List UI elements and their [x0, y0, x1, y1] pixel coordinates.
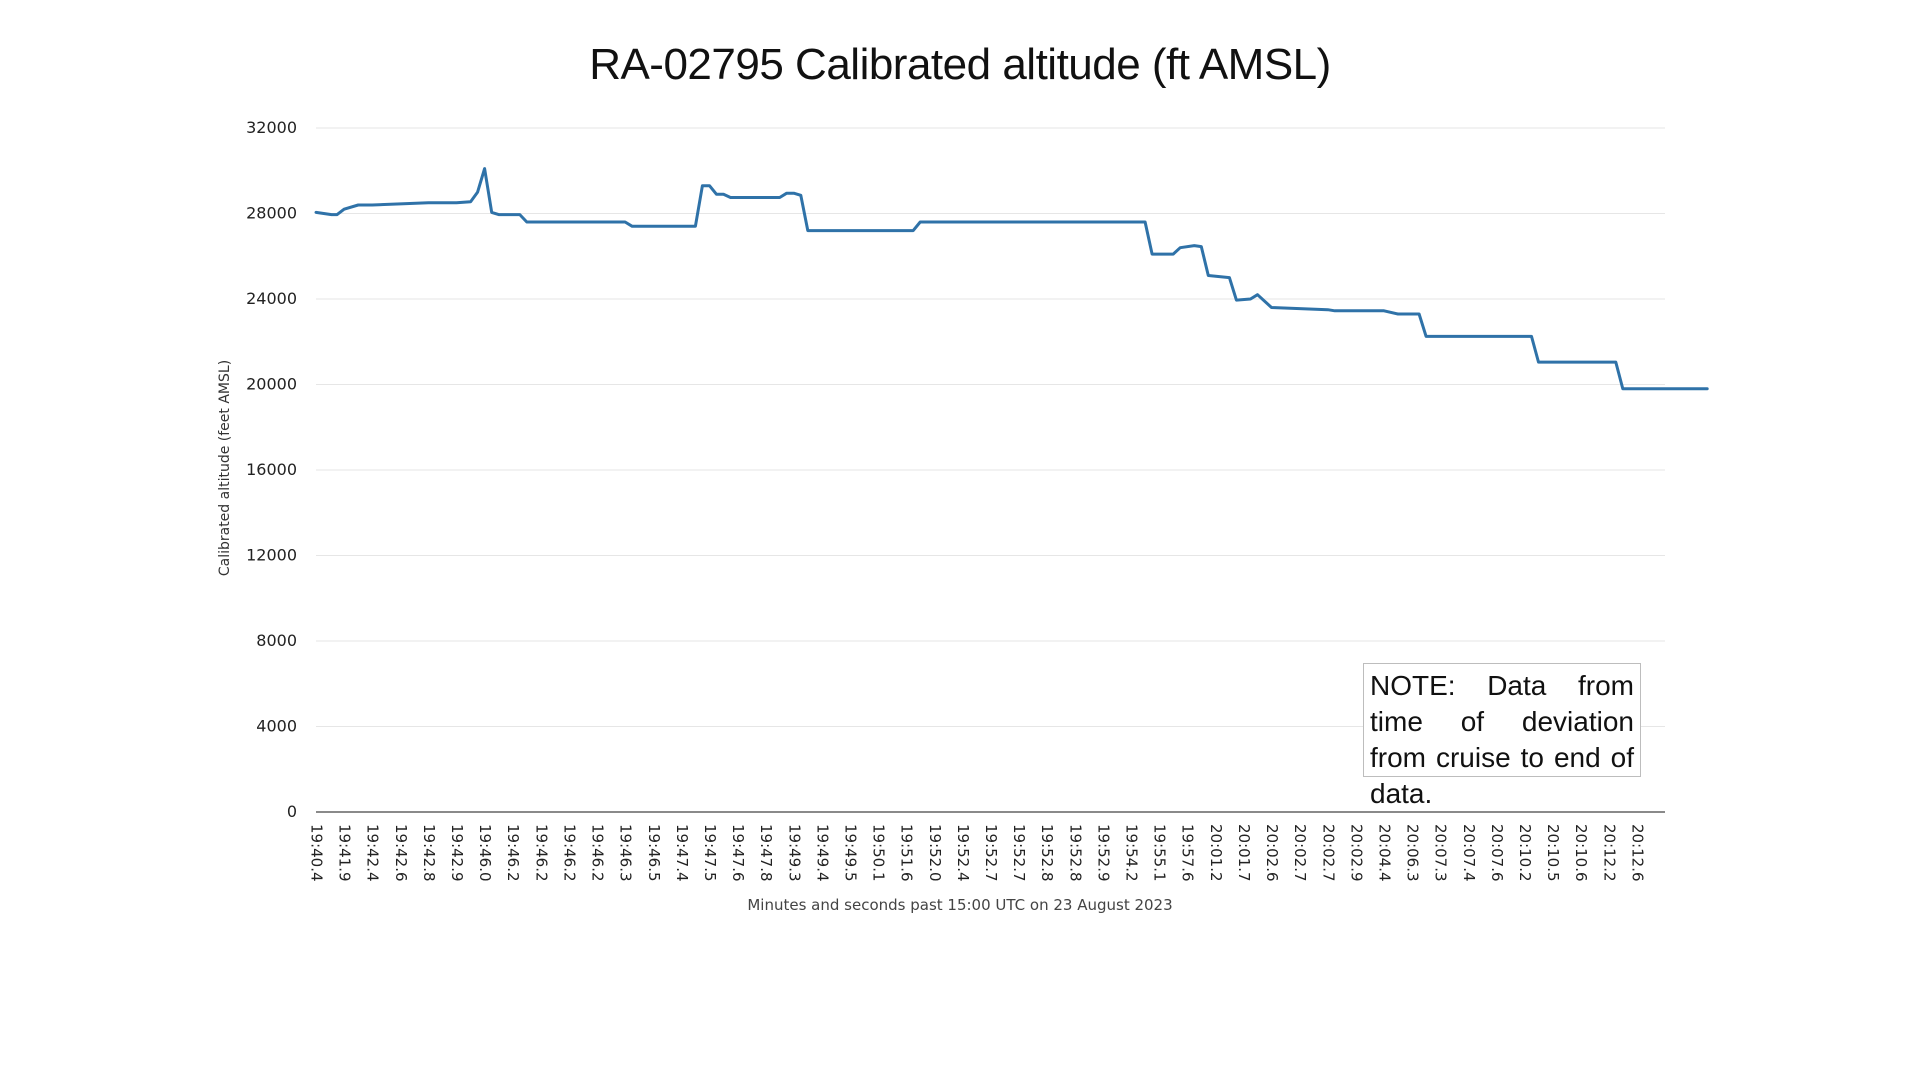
series-line: [314, 167, 1709, 391]
x-tick-label: 19:41.9: [336, 824, 354, 882]
x-tick-label: 20:10.5: [1544, 824, 1562, 882]
x-tick-label: 19:52.4: [954, 824, 972, 882]
x-tick-label: 19:46.2: [589, 824, 607, 882]
x-tick-label: 20:06.3: [1404, 824, 1422, 882]
x-tick-label: 19:40.4: [308, 824, 326, 882]
x-tick-label: 19:55.1: [1151, 824, 1169, 882]
x-tick-label: 19:50.1: [870, 824, 888, 882]
chart-title: RA-02795 Calibrated altitude (ft AMSL): [589, 40, 1331, 89]
y-tick-label: 8000: [256, 631, 297, 650]
x-tick-label: 20:10.6: [1572, 824, 1590, 882]
x-tick-label: 20:01.2: [1207, 824, 1225, 882]
x-tick-label: 19:47.5: [701, 824, 719, 882]
x-tick-label: 19:52.0: [926, 824, 944, 882]
x-tick-label: 19:46.2: [560, 824, 578, 882]
x-tick-label: 19:57.6: [1179, 824, 1197, 882]
x-tick-label: 19:52.7: [982, 824, 1000, 882]
y-tick-label: 12000: [246, 546, 297, 565]
x-tick-label: 19:52.8: [1066, 824, 1084, 882]
x-tick-label: 19:47.8: [757, 824, 775, 882]
x-tick-label: 19:54.2: [1123, 824, 1141, 882]
y-tick-label: 28000: [246, 204, 297, 223]
x-tick-label: 19:52.7: [1010, 824, 1028, 882]
x-tick-label: 19:49.3: [785, 824, 803, 882]
x-tick-label: 19:47.6: [729, 824, 747, 882]
x-tick-label: 19:46.2: [504, 824, 522, 882]
x-tick-label: 19:47.4: [673, 824, 691, 882]
y-tick-label: 16000: [246, 460, 297, 479]
x-tick-label: 19:49.5: [841, 824, 859, 882]
x-tick-label: 19:42.4: [364, 824, 382, 882]
x-tick-label: 19:42.6: [392, 824, 410, 882]
y-tick-label: 4000: [256, 717, 297, 736]
x-tick-label: 20:07.6: [1488, 824, 1506, 882]
y-tick-label: 24000: [246, 289, 297, 308]
x-tick-label: 19:52.9: [1094, 824, 1112, 882]
x-tick-label: 19:49.4: [813, 824, 831, 882]
y-tick-label: 20000: [246, 375, 297, 394]
x-tick-label: 19:46.3: [617, 824, 635, 882]
x-tick-label: 20:12.2: [1600, 824, 1618, 882]
x-tick-label: 20:02.7: [1319, 824, 1337, 882]
annotation-note: NOTE: Data from time of deviation from c…: [1363, 663, 1641, 809]
x-tick-label: 20:02.7: [1291, 824, 1309, 882]
x-tick-label: 20:04.4: [1375, 824, 1393, 882]
x-tick-label: 20:02.6: [1263, 824, 1281, 882]
x-tick-label: 20:10.2: [1516, 824, 1534, 882]
x-tick-label: 20:12.6: [1628, 824, 1646, 882]
x-tick-label: 19:51.6: [898, 824, 916, 882]
x-tick-label: 20:02.9: [1347, 824, 1365, 882]
x-tick-label: 19:42.8: [420, 824, 438, 882]
x-tick-label: 19:46.5: [645, 824, 663, 882]
x-tick-label: 20:07.4: [1460, 824, 1478, 882]
y-tick-label: 32000: [246, 118, 297, 137]
x-tick-label: 19:46.2: [532, 824, 550, 882]
x-tick-label: 20:01.7: [1235, 824, 1253, 882]
x-tick-label: 19:52.8: [1038, 824, 1056, 882]
y-tick-label: 0: [287, 802, 297, 821]
x-tick-label: 19:42.9: [448, 824, 466, 882]
x-tick-label: 20:07.3: [1432, 824, 1450, 882]
x-tick-label: 19:46.0: [476, 824, 494, 882]
x-axis-label: Minutes and seconds past 15:00 UTC on 23…: [747, 896, 1173, 914]
